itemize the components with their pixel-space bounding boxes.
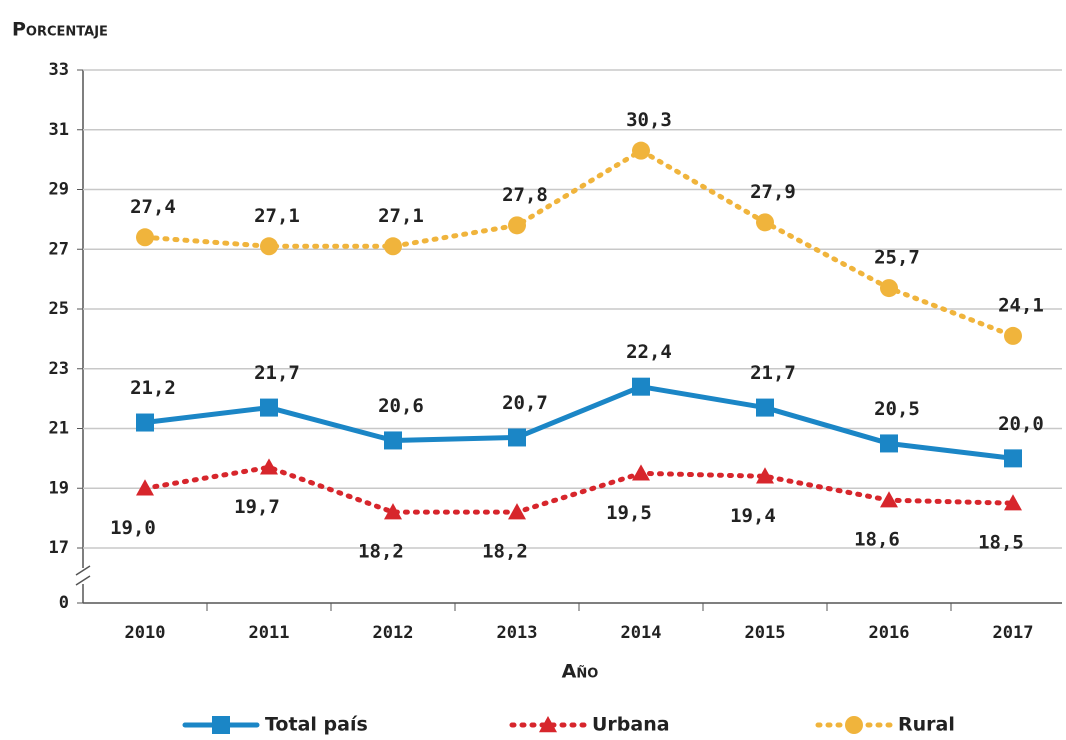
x-tick-label: 2015 — [745, 623, 786, 643]
marker — [384, 237, 402, 256]
data-label: 21,2 — [130, 377, 176, 399]
data-label: 18,2 — [358, 541, 404, 563]
x-axis-title: Año — [562, 661, 599, 683]
data-label: 30,3 — [626, 109, 672, 131]
legend-label: Urbana — [592, 714, 670, 736]
marker — [539, 716, 557, 733]
x-tick-label: 2014 — [621, 623, 662, 643]
marker — [756, 467, 774, 484]
data-label: 25,7 — [874, 247, 920, 269]
data-label: 27,8 — [502, 184, 548, 206]
marker — [260, 458, 278, 475]
x-tick-label: 2012 — [373, 623, 414, 643]
data-label: 27,9 — [750, 181, 796, 203]
data-label: 20,6 — [378, 395, 424, 417]
marker — [756, 398, 774, 417]
data-label: 19,7 — [234, 496, 280, 518]
marker — [136, 413, 154, 432]
data-label: 20,0 — [998, 413, 1044, 435]
x-tick-label: 2010 — [125, 623, 166, 643]
marker — [260, 237, 278, 256]
marker — [1004, 449, 1022, 468]
y-axis-title: Porcentaje — [12, 19, 108, 41]
legend-label: Rural — [898, 714, 955, 736]
y-tick-label: 21 — [49, 419, 69, 439]
y-tick-label: 25 — [49, 299, 69, 319]
y-tick-label: 31 — [49, 120, 69, 140]
data-label: 18,5 — [978, 532, 1024, 554]
x-tick-label: 2013 — [497, 623, 538, 643]
y-tick-label: 23 — [49, 359, 69, 379]
data-label: 19,5 — [606, 502, 652, 524]
data-label: 22,4 — [626, 341, 672, 363]
marker — [1004, 326, 1022, 345]
marker — [508, 428, 526, 447]
y-tick-label: 33 — [49, 60, 69, 80]
y-tick-label: 27 — [49, 239, 69, 259]
data-label: 18,2 — [482, 541, 528, 563]
y-tick-label: 29 — [49, 180, 69, 200]
series-line — [142, 464, 1016, 515]
data-label: 27,4 — [130, 196, 176, 218]
series-line — [142, 148, 1016, 339]
marker — [880, 491, 898, 508]
x-tick-label: 2016 — [869, 623, 910, 643]
x-tick-label: 2017 — [993, 623, 1034, 643]
data-label: 27,1 — [254, 205, 300, 227]
marker — [1004, 494, 1022, 511]
data-label: 20,7 — [502, 392, 548, 414]
x-tick-label: 2011 — [249, 623, 290, 643]
y-tick-label: 17 — [49, 538, 69, 558]
data-label: 21,7 — [254, 362, 300, 384]
data-label: 18,6 — [854, 529, 900, 551]
marker — [845, 716, 863, 734]
y-tick-label: 0 — [59, 593, 69, 613]
marker — [508, 503, 526, 520]
marker — [384, 503, 402, 520]
marker — [136, 479, 154, 496]
data-label: 19,4 — [730, 505, 776, 527]
data-label: 20,5 — [874, 398, 920, 420]
marker — [508, 216, 526, 235]
data-label: 19,0 — [110, 517, 156, 539]
marker — [880, 279, 898, 298]
legend-label: Total país — [265, 714, 368, 736]
marker — [632, 464, 650, 481]
marker — [756, 213, 774, 232]
marker — [880, 434, 898, 453]
data-label: 21,7 — [750, 362, 796, 384]
marker — [632, 141, 650, 160]
marker — [136, 228, 154, 247]
y-tick-label: 19 — [49, 478, 69, 498]
axis-break — [75, 565, 91, 586]
data-label: 24,1 — [998, 294, 1044, 316]
series-line — [142, 384, 1016, 461]
data-label: 27,1 — [378, 205, 424, 227]
marker — [632, 377, 650, 396]
marker — [260, 398, 278, 417]
marker — [384, 431, 402, 450]
marker — [212, 716, 230, 734]
